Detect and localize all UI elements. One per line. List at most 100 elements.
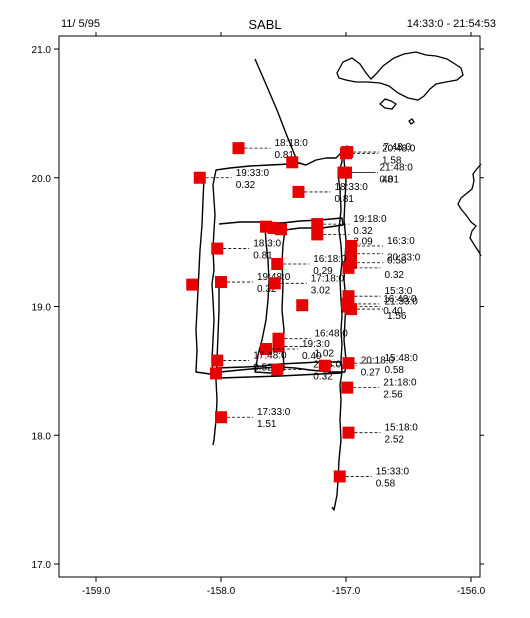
station-value-label: 1.02 bbox=[315, 348, 335, 359]
station-value-label: 2.52 bbox=[385, 435, 405, 446]
track-west-box bbox=[211, 162, 306, 377]
y-tick-label: 21.0 bbox=[32, 45, 52, 56]
station-value-label: 2.09 bbox=[353, 236, 373, 247]
map-title: SABL bbox=[248, 17, 282, 32]
station-value-label: 1.56 bbox=[387, 311, 407, 322]
station-time-label: 21:18:0 bbox=[383, 378, 417, 389]
flight-track bbox=[195, 58, 348, 511]
track-south-leg bbox=[212, 284, 220, 446]
station-marker[interactable] bbox=[341, 381, 354, 394]
station-marker[interactable] bbox=[260, 342, 272, 355]
station-value-label: 0.32 bbox=[385, 270, 405, 281]
station-time-label: 15:18:0 bbox=[385, 423, 419, 434]
station-marker[interactable] bbox=[345, 303, 357, 316]
station-value-label: 0.32 bbox=[313, 372, 333, 383]
station-marker[interactable] bbox=[272, 340, 285, 353]
station-value-label: 0.81 bbox=[335, 194, 355, 205]
station-marker[interactable] bbox=[271, 258, 284, 271]
station-value-label: 0.27 bbox=[361, 368, 381, 379]
station-value-label: 0.81 bbox=[253, 251, 273, 262]
station-marker[interactable] bbox=[292, 185, 305, 198]
station-marker[interactable] bbox=[311, 228, 324, 241]
station-time-label: 19:3:0 bbox=[302, 339, 330, 350]
station-marker[interactable] bbox=[342, 426, 355, 439]
station-value-label: 1.51 bbox=[257, 419, 277, 430]
station-marker[interactable] bbox=[186, 278, 199, 291]
y-tick-label: 20.0 bbox=[32, 174, 52, 185]
station-value-label: 0.81 bbox=[275, 150, 295, 161]
track-inner-box bbox=[218, 217, 344, 374]
station-marker[interactable] bbox=[286, 156, 299, 169]
station-time-label: 15:33:0 bbox=[376, 466, 410, 477]
station-marker[interactable] bbox=[232, 142, 245, 155]
station-time-label: 20:33:0 bbox=[387, 253, 421, 264]
station-marker[interactable] bbox=[271, 363, 284, 376]
station-time-label: 19:33:0 bbox=[236, 168, 270, 179]
station-value-label: 0.32 bbox=[353, 226, 373, 237]
station-time-label: 15:48:0 bbox=[385, 353, 419, 364]
station-marker[interactable] bbox=[268, 277, 281, 290]
station-value-label: 0.32 bbox=[236, 180, 256, 191]
station-marker[interactable] bbox=[311, 218, 324, 231]
station-time-label: 18:3:0 bbox=[253, 239, 281, 250]
date-label: 11/ 5/95 bbox=[61, 18, 100, 30]
station-time-label: 16:18:0 bbox=[313, 254, 347, 265]
station-time-label: 20:48:0 bbox=[382, 143, 416, 154]
molokini-outline bbox=[408, 118, 415, 125]
station-value-label: 0.52 bbox=[253, 363, 273, 374]
station-time-label: 21:33:0 bbox=[385, 297, 419, 308]
station-time-label: 17:48:0 bbox=[253, 351, 287, 362]
kahoolawe-outline bbox=[379, 98, 397, 110]
station-marker[interactable] bbox=[296, 299, 309, 312]
station-time-label: 18:18:0 bbox=[275, 138, 309, 149]
maui-island-outline bbox=[336, 51, 464, 101]
station-marker[interactable] bbox=[210, 367, 222, 380]
station-time-label: 16:48:0 bbox=[315, 329, 349, 340]
station-marker[interactable] bbox=[275, 223, 287, 236]
station-time-label: 19:18:0 bbox=[353, 214, 387, 225]
station-time-label: 15:3:0 bbox=[385, 286, 413, 297]
station-value-label: 0.58 bbox=[385, 365, 405, 376]
station-marker[interactable] bbox=[333, 470, 346, 483]
station-value-label: 0.58 bbox=[387, 256, 407, 267]
track-west-outer bbox=[195, 177, 211, 375]
station-time-label: 7:48:0 bbox=[383, 142, 411, 153]
station-marker[interactable] bbox=[345, 247, 357, 260]
station-value-label: 0.58 bbox=[376, 478, 396, 489]
station-time-label: 21:48:0 bbox=[380, 163, 414, 174]
y-tick-label: 17.0 bbox=[32, 560, 52, 571]
time-range-label: 14:33:0 - 21:54:53 bbox=[406, 18, 496, 30]
x-tick-label: -157.0 bbox=[332, 586, 361, 597]
station-marker[interactable] bbox=[215, 411, 227, 424]
station-value-label: 1.58 bbox=[382, 155, 402, 166]
station-value-label: 0.29 bbox=[313, 266, 333, 277]
station-value-label: 3.02 bbox=[311, 285, 331, 296]
station-value-label: 2.56 bbox=[383, 390, 403, 401]
station-marker[interactable] bbox=[193, 171, 206, 184]
station-time-label: 17:33:0 bbox=[257, 407, 291, 418]
station-value-label: 0.32 bbox=[257, 284, 277, 295]
station-value-label: 0.40 bbox=[302, 351, 322, 362]
coastline bbox=[336, 51, 482, 257]
station-marker[interactable] bbox=[341, 146, 354, 158]
station-time-label: 16:48:0 bbox=[383, 294, 417, 305]
station-marker[interactable] bbox=[342, 261, 355, 274]
station-value-label: 0.40 bbox=[383, 306, 403, 317]
station-marker[interactable] bbox=[340, 166, 352, 179]
hawaii-island-outline bbox=[457, 163, 482, 257]
station-marker[interactable] bbox=[211, 354, 224, 367]
station-marker[interactable] bbox=[318, 359, 331, 372]
x-tick-label: -156.0 bbox=[457, 586, 486, 597]
station-value-label: 48 bbox=[382, 175, 394, 186]
station-marker[interactable] bbox=[342, 357, 355, 370]
station-time-label: 18:33:0 bbox=[335, 182, 369, 193]
station-time-label: 20:18:0 bbox=[361, 356, 395, 367]
x-tick-label: -159.0 bbox=[82, 586, 111, 597]
y-tick-label: 18.0 bbox=[32, 431, 52, 442]
x-tick-label: -158.0 bbox=[207, 586, 236, 597]
station-time-label: 17:18:0 bbox=[311, 273, 345, 284]
y-tick-label: 19.0 bbox=[32, 303, 52, 314]
station-marker[interactable] bbox=[211, 242, 224, 255]
station-marker[interactable] bbox=[215, 276, 227, 289]
